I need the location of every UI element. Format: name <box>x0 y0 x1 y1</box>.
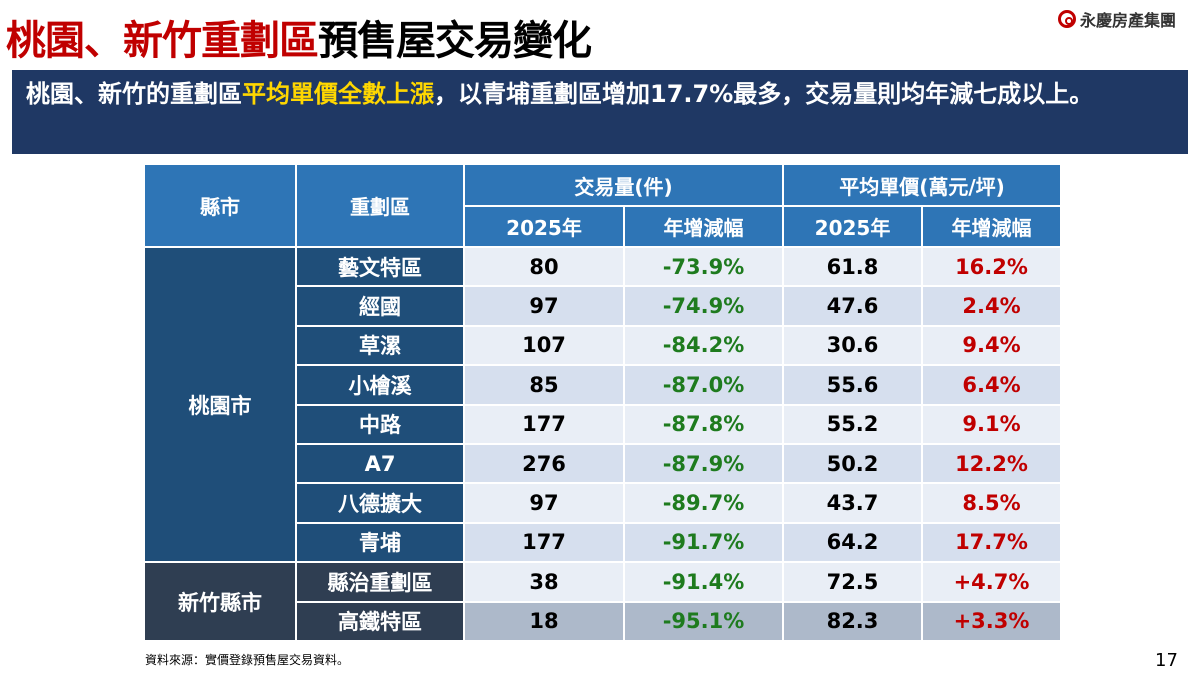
page-title: 桃園、新竹重劃區預售屋交易變化 <box>6 8 592 66</box>
district-cell: 藝文特區 <box>297 248 463 286</box>
volume-cell: 97 <box>465 484 623 522</box>
price-change-cell: 9.1% <box>923 405 1060 443</box>
price-change-cell: +3.3% <box>923 602 1060 640</box>
price-change-cell: 2.4% <box>923 287 1060 325</box>
header-price-change: 年增減幅 <box>923 207 1060 246</box>
district-cell: 中路 <box>297 405 463 443</box>
district-cell: A7 <box>297 444 463 483</box>
price-cell: 82.3 <box>784 602 921 640</box>
volume-cell: 18 <box>465 602 623 640</box>
district-cell: 八德擴大 <box>297 484 463 522</box>
volume-change-cell: -87.0% <box>625 366 782 404</box>
price-cell: 50.2 <box>784 444 921 483</box>
header-volume-change: 年增減幅 <box>625 207 782 246</box>
title-red: 桃園、新竹重劃區 <box>6 18 319 64</box>
banner-highlight: 平均單價全數上漲 <box>242 80 434 108</box>
price-cell: 43.7 <box>784 484 921 522</box>
price-change-cell: 17.7% <box>923 523 1060 562</box>
district-cell: 高鐵特區 <box>297 602 463 640</box>
page-number: 17 <box>1155 650 1178 671</box>
volume-cell: 97 <box>465 287 623 325</box>
header-district: 重劃區 <box>297 165 463 246</box>
header-price: 平均單價(萬元/坪) <box>784 165 1060 205</box>
volume-change-cell: -84.2% <box>625 326 782 365</box>
summary-banner: 桃園、新竹的重劃區平均單價全數上漲，以青埔重劃區增加17.7%最多，交易量則均年… <box>12 70 1188 154</box>
header-volume-year: 2025年 <box>465 207 623 246</box>
logo-text: 永慶房產集團 <box>1080 11 1177 30</box>
county-hsinchu: 新竹縣市 <box>145 563 295 640</box>
data-table: 縣市 重劃區 交易量(件) 平均單價(萬元/坪) 2025年 年增減幅 2025… <box>145 165 1060 640</box>
volume-change-cell: -89.7% <box>625 484 782 522</box>
logo-icon <box>1058 10 1076 28</box>
district-cell: 草漯 <box>297 326 463 365</box>
volume-change-cell: -87.8% <box>625 405 782 443</box>
header-price-year: 2025年 <box>784 207 921 246</box>
title-black: 預售屋交易變化 <box>318 18 592 64</box>
price-cell: 61.8 <box>784 248 921 286</box>
price-change-cell: +4.7% <box>923 563 1060 601</box>
header-county: 縣市 <box>145 165 295 246</box>
volume-change-cell: -95.1% <box>625 602 782 640</box>
source-note: 資料來源：實價登錄預售屋交易資料。 <box>145 653 350 667</box>
price-cell: 55.6 <box>784 366 921 404</box>
volume-cell: 177 <box>465 523 623 562</box>
volume-change-cell: -73.9% <box>625 248 782 286</box>
price-change-cell: 16.2% <box>923 248 1060 286</box>
banner-text-end: ，以青埔重劃區增加17.7%最多，交易量則均年減七成以上。 <box>434 80 1094 108</box>
volume-cell: 38 <box>465 563 623 601</box>
price-cell: 72.5 <box>784 563 921 601</box>
volume-cell: 107 <box>465 326 623 365</box>
district-cell: 縣治重劃區 <box>297 563 463 601</box>
volume-change-cell: -87.9% <box>625 444 782 483</box>
price-cell: 64.2 <box>784 523 921 562</box>
volume-cell: 177 <box>465 405 623 443</box>
volume-change-cell: -91.4% <box>625 563 782 601</box>
volume-change-cell: -74.9% <box>625 287 782 325</box>
county-taoyuan: 桃園市 <box>145 248 295 562</box>
volume-change-cell: -91.7% <box>625 523 782 562</box>
banner-text: 桃園、新竹的重劃區 <box>26 80 242 108</box>
price-cell: 47.6 <box>784 287 921 325</box>
volume-cell: 85 <box>465 366 623 404</box>
price-change-cell: 6.4% <box>923 366 1060 404</box>
volume-cell: 80 <box>465 248 623 286</box>
price-cell: 55.2 <box>784 405 921 443</box>
company-logo: 永慶房產集團 <box>1058 7 1176 31</box>
district-cell: 經國 <box>297 287 463 325</box>
price-change-cell: 9.4% <box>923 326 1060 365</box>
price-change-cell: 12.2% <box>923 444 1060 483</box>
header-volume: 交易量(件) <box>465 165 782 205</box>
volume-cell: 276 <box>465 444 623 483</box>
price-change-cell: 8.5% <box>923 484 1060 522</box>
district-cell: 小檜溪 <box>297 366 463 404</box>
price-cell: 30.6 <box>784 326 921 365</box>
district-cell: 青埔 <box>297 523 463 562</box>
